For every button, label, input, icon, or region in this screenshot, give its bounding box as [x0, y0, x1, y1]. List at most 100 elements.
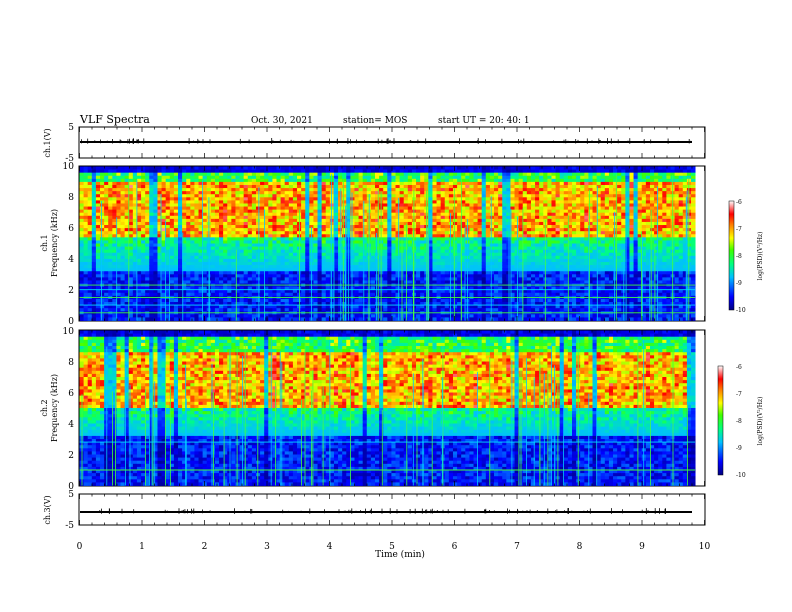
ch1-spectrogram-cell [363, 179, 368, 182]
ch1-spectrogram-cell [350, 253, 355, 256]
ch1-spectrogram-cell [293, 277, 298, 280]
ch1-spectrogram-cell [231, 299, 236, 302]
ch1-spectrogram-cell [408, 314, 413, 317]
ch1-spectrogram-cell [396, 194, 401, 197]
ch1-spectrogram-cell [194, 222, 199, 225]
ch1-spectrogram-cell [469, 253, 474, 256]
ch1-spectrogram-cell [231, 314, 236, 317]
ch1-spectrogram-cell [268, 225, 273, 228]
ch1-spectrogram-cell [256, 247, 260, 250]
ch1-spectrogram-cell [141, 250, 146, 253]
ch1-spectrogram-cell [137, 173, 142, 176]
ch1-spectrogram-cell [256, 203, 260, 206]
ch1-spectrogram-cell [104, 191, 109, 194]
ch1-spectrogram-cell [223, 210, 228, 213]
ch1-spectrogram-cell [88, 203, 93, 206]
ch1-spectrogram-cell [215, 237, 220, 240]
ch1-spectrogram-cell [375, 265, 380, 268]
ch1-spectrogram-cell [104, 253, 109, 256]
ch1-spectrogram-cell [408, 293, 413, 296]
ch1-spectrogram-cell [235, 210, 240, 213]
ch1-spectrogram-cell [326, 250, 331, 253]
ch1-spectrogram-cell [301, 203, 306, 206]
ch1-spectrogram-cell [227, 253, 232, 256]
ch1-spectrogram-cell [125, 176, 129, 179]
ch1-spectrogram-cell [416, 219, 421, 222]
ch1-spectrogram-cell [313, 244, 318, 247]
ch1-spectrogram-cell [326, 268, 331, 271]
ch1-spectrogram-cell [141, 277, 146, 280]
ch1-spectrogram-cell [80, 173, 85, 176]
ch1-spectrogram-cell [420, 290, 425, 293]
ch1-spectrogram-cell [289, 247, 294, 250]
ch1-spectrogram-cell [359, 207, 364, 210]
ch1-spectrogram-cell [367, 167, 372, 170]
ch1-spectrogram-cell [474, 173, 479, 176]
ch1-spectrogram-cell [387, 176, 392, 179]
ch1-spectrogram-cell [445, 210, 450, 213]
ch1-spectrogram-cell [129, 268, 134, 271]
ch1-spectrogram-cell [272, 210, 277, 213]
ch1-spectrogram-cell [289, 250, 294, 253]
ch1-spectrogram-cell [375, 185, 380, 188]
ch1-spectrogram-cell [227, 213, 232, 216]
ch1-spectrogram-cell [112, 231, 117, 234]
ch1-spectrogram-cell [227, 179, 232, 182]
ch1-spectrogram-cell [297, 200, 302, 203]
ch1-spectrogram-cell [203, 179, 208, 182]
ch1-spectrogram-cell [400, 203, 405, 206]
ch1-spectrogram-cell [474, 247, 479, 250]
ch1-spectrogram-cell [244, 314, 249, 317]
ch1-spectrogram-cell [371, 167, 376, 170]
ch1-spectrogram-cell [469, 247, 474, 250]
ch1-spectrogram-cell [396, 170, 401, 173]
ch1-spectrogram-cell [469, 207, 474, 210]
ch1-spectrogram-cell [322, 268, 327, 271]
ch1-spectrogram-cell [277, 259, 282, 262]
ch1-spectrogram-cell [478, 182, 483, 185]
ch1-spectrogram-cell [293, 173, 298, 176]
ch1-spectrogram-cell [92, 317, 97, 320]
ch1-spectrogram-cell [408, 225, 413, 228]
ch1-spectrogram-cell [277, 219, 282, 222]
ch1-spectrogram-cell [318, 182, 323, 185]
ch1-spectrogram-cell [264, 314, 269, 317]
ch1-spectrogram-cell [445, 194, 450, 197]
ch1-spectrogram-cell [469, 170, 474, 173]
ch1-spectrogram-cell [387, 274, 392, 277]
ch1-spectrogram-cell [108, 314, 113, 317]
ch1-spectrogram-cell [408, 305, 413, 308]
ch1-spectrogram-cell [449, 314, 454, 317]
ch1-spectrogram-cell [293, 305, 298, 308]
ch1-spectrogram-cell [121, 240, 126, 243]
ch1-spectrogram-cell [235, 216, 240, 219]
ch1-spectrogram-cell [359, 280, 364, 283]
ch1-spectrogram-cell [153, 210, 158, 213]
ch1-spectrogram-cell [272, 228, 277, 231]
ch1-spectrogram-cell [190, 271, 195, 274]
ch1-spectrogram-cell [445, 259, 450, 262]
ch1-spectrogram-cell [375, 207, 380, 210]
ch1-spectrogram-cell [100, 231, 105, 234]
ch1-spectrogram-cell [149, 185, 154, 188]
ch1-spectrogram-cell [260, 290, 265, 293]
ch1-spectrogram-cell [162, 213, 167, 216]
ch1-spectrogram-cell [416, 314, 421, 317]
ch1-spectrogram-cell [334, 240, 339, 243]
ch1-spectrogram-cell [313, 219, 318, 222]
ch1-spectrogram-cell [137, 228, 142, 231]
ch1-spectrogram-cell [137, 179, 142, 182]
ch1-spectrogram-cell [268, 182, 273, 185]
ch1-spectrogram-cell [145, 167, 150, 170]
ch1-spectrogram-cell [326, 280, 331, 283]
ch1-spectrogram-cell [231, 176, 236, 179]
ch1-spectrogram-cell [342, 216, 347, 219]
ch1-spectrogram-cell [116, 247, 121, 250]
ch1-spectrogram-cell [461, 188, 466, 191]
ch1-spectrogram-cell [240, 170, 245, 173]
ch1-spectrogram-cell [326, 271, 331, 274]
ch1-spectrogram-cell [227, 247, 232, 250]
ch1-spectrogram-cell [219, 228, 224, 231]
ch1-spectrogram-cell [474, 213, 479, 216]
ch1-spectrogram-cell [441, 265, 446, 268]
